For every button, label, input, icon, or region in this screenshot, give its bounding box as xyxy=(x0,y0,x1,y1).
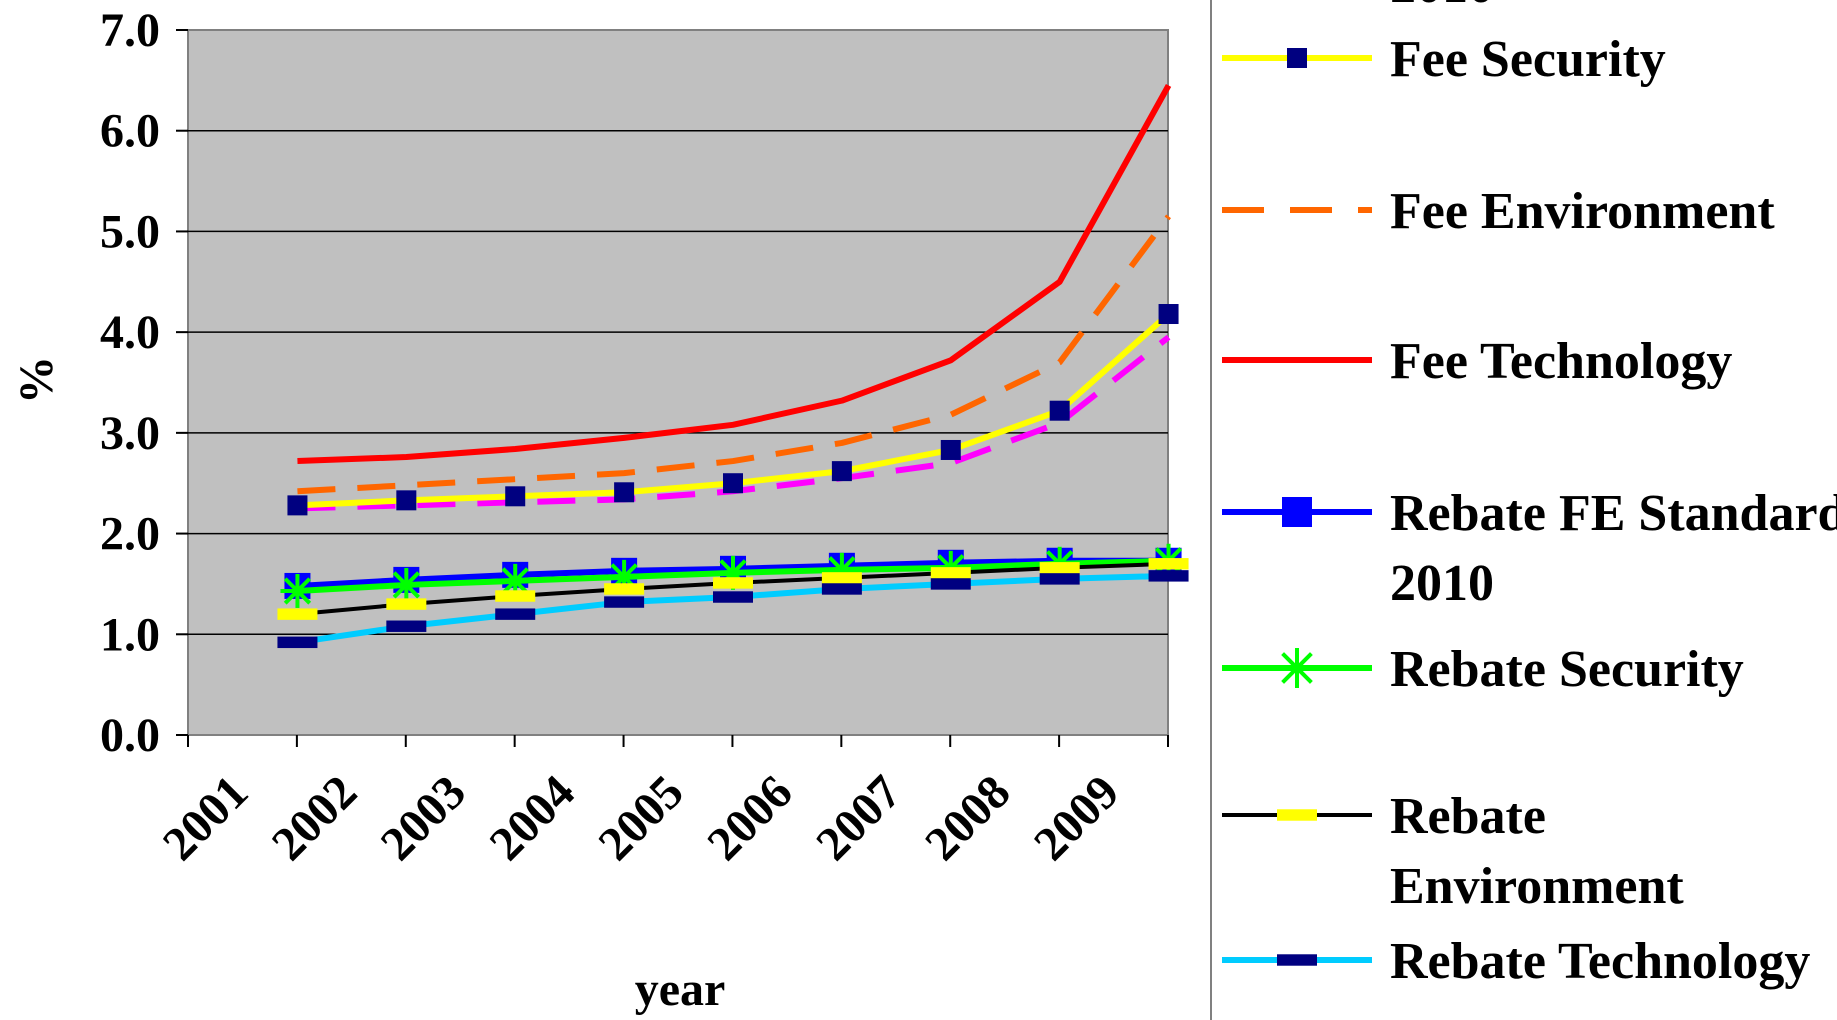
data-point xyxy=(1282,497,1312,527)
legend-label: 2010 xyxy=(1390,555,1494,612)
data-point xyxy=(1049,400,1070,421)
series-line xyxy=(297,83,1172,465)
y-tick-label: 4.0 xyxy=(100,306,160,359)
legend-label: Rebate Technology xyxy=(1390,933,1810,990)
data-point xyxy=(1277,954,1317,966)
data-point xyxy=(614,482,635,503)
legend-cut-label: 2010 xyxy=(1390,0,1494,14)
data-point xyxy=(713,577,753,589)
legend: Fee Security Fee Environment Fee Technolog… xyxy=(1222,31,1837,990)
data-point xyxy=(1039,562,1080,574)
data-point xyxy=(1148,558,1189,570)
data-point xyxy=(604,583,645,595)
legend-item: Fee Technology xyxy=(1222,333,1732,390)
x-tick-label: 2006 xyxy=(697,765,802,870)
series-layer xyxy=(277,83,1189,649)
data-point xyxy=(386,598,427,610)
data-point xyxy=(1148,570,1189,582)
data-point xyxy=(386,620,427,632)
data-point xyxy=(389,567,424,602)
legend-label: Rebate xyxy=(1390,788,1546,845)
x-axis-title: year xyxy=(635,963,726,1016)
plot-area xyxy=(187,29,1169,736)
data-point xyxy=(1039,573,1080,585)
data-point xyxy=(505,486,526,507)
data-point xyxy=(940,439,961,460)
data-point xyxy=(604,596,645,608)
x-tick-label: 2008 xyxy=(915,765,1020,870)
y-tick-label: 0.0 xyxy=(100,709,160,762)
data-point xyxy=(495,608,536,620)
y-tick-label: 3.0 xyxy=(100,407,160,460)
data-point xyxy=(1287,48,1307,68)
data-point xyxy=(396,490,417,511)
legend-label: Fee Security xyxy=(1390,31,1666,88)
data-point xyxy=(1277,809,1317,821)
y-tick-label: 7.0 xyxy=(100,4,160,57)
series-line xyxy=(297,214,1171,495)
legend-label: Environment xyxy=(1390,858,1684,915)
legend-item: Rebate Environment xyxy=(1222,788,1684,915)
legend-label: Rebate FE Standard xyxy=(1390,485,1837,542)
y-axis-title: % xyxy=(10,356,63,404)
series-6 xyxy=(277,558,1189,620)
y-tick-label: 1.0 xyxy=(100,608,160,661)
data-point xyxy=(277,608,318,620)
y-tick-label: 2.0 xyxy=(100,508,160,561)
y-tick-label: 6.0 xyxy=(100,105,160,158)
series-7 xyxy=(277,570,1189,649)
data-point xyxy=(1277,648,1317,688)
x-tick-label: 2002 xyxy=(262,765,367,870)
data-point xyxy=(1158,304,1179,325)
legend-label: Fee Technology xyxy=(1390,333,1732,390)
series-2 xyxy=(297,214,1171,495)
legend-label: Fee Environment xyxy=(1390,183,1775,240)
legend-item: Rebate FE Standard 2010 xyxy=(1222,485,1837,612)
series-1 xyxy=(287,304,1179,516)
data-point xyxy=(277,636,318,649)
legend-item: Fee Security xyxy=(1222,31,1666,88)
data-point xyxy=(495,590,536,602)
legend-item: Rebate Security xyxy=(1222,641,1744,698)
legend-item: Fee Environment xyxy=(1222,183,1775,240)
data-point xyxy=(821,572,862,584)
data-point xyxy=(287,495,308,516)
data-point xyxy=(713,591,753,603)
x-tick-label: 2005 xyxy=(588,765,693,870)
legend-label: Rebate Security xyxy=(1390,641,1744,698)
x-tick-label: 2007 xyxy=(806,765,911,870)
data-point xyxy=(723,473,743,494)
axes xyxy=(176,29,1169,747)
data-point xyxy=(831,461,852,482)
x-tick-label: 2003 xyxy=(371,765,476,870)
series-3 xyxy=(297,83,1172,465)
data-point xyxy=(280,573,315,608)
x-tick-label: 2009 xyxy=(1024,765,1129,870)
data-point xyxy=(930,578,971,590)
x-tick-label: 2004 xyxy=(480,765,585,870)
data-point xyxy=(930,567,971,579)
x-tick-label: 2001 xyxy=(153,765,258,870)
legend-item: Rebate Technology xyxy=(1222,933,1810,990)
y-tick-label: 5.0 xyxy=(100,205,160,258)
data-point xyxy=(821,583,862,595)
